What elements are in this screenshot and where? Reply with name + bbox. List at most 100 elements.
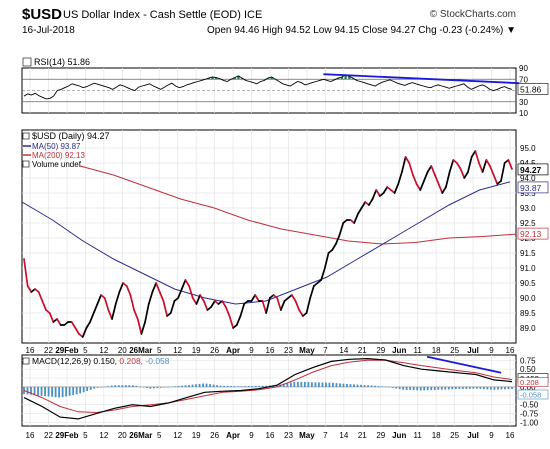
price-line-segment xyxy=(404,156,411,164)
macd-histogram-bar xyxy=(353,384,355,387)
rsi-tick-label: 10 xyxy=(519,109,528,118)
price-line-segment xyxy=(151,282,157,293)
macd-histogram-bar xyxy=(370,385,373,387)
price-line-segment xyxy=(507,159,513,170)
x-label: 16 xyxy=(266,346,275,355)
price-value-label: 92.13 xyxy=(520,229,542,239)
price-line-segment xyxy=(412,174,418,185)
price-line-segment xyxy=(382,186,389,194)
price-line-segment xyxy=(426,165,433,173)
x-label-bottom: 19 xyxy=(192,431,201,440)
macd-tick-label: -0.75 xyxy=(520,410,539,419)
macd-tick-label: 0.00 xyxy=(520,383,536,392)
price-line-segment xyxy=(180,279,187,290)
x-label: Jun xyxy=(392,346,406,355)
price-line-segment xyxy=(144,303,150,323)
macd-histogram-bar xyxy=(423,386,426,391)
macd-histogram-bar xyxy=(233,386,236,387)
x-label-bottom: 12 xyxy=(173,431,182,440)
macd-histogram-bar xyxy=(142,386,145,388)
price-line-segment xyxy=(415,183,422,191)
macd-tick-label: -1.00 xyxy=(520,418,539,427)
x-label-bottom: 18 xyxy=(432,431,441,440)
macd-histogram-bar xyxy=(335,383,338,387)
price-line-segment xyxy=(298,309,304,317)
macd-histogram-bar xyxy=(314,382,317,387)
price-panel xyxy=(21,129,517,344)
macd-histogram-bar xyxy=(328,382,331,387)
x-label-bottom: Jun xyxy=(392,431,406,440)
macd-histogram-bar xyxy=(237,386,240,387)
macd-histogram-bar xyxy=(507,386,510,390)
x-label-bottom: 26Mar xyxy=(129,431,152,440)
macd-histogram-bar xyxy=(58,386,61,398)
x-label: 26Mar xyxy=(129,346,152,355)
macd-value-box xyxy=(517,377,549,387)
price-line-segment xyxy=(500,162,506,182)
macd-toggle-box xyxy=(22,357,30,365)
macd-histogram-bar xyxy=(402,386,405,390)
rsi-toggle-box xyxy=(22,57,32,67)
price-line-segment xyxy=(202,300,209,311)
x-label-bottom: 25 xyxy=(450,431,459,440)
macd-histogram-bar xyxy=(300,381,303,387)
price-line-segment xyxy=(485,159,491,167)
macd-histogram-bar xyxy=(437,386,440,390)
macd-histogram-bar xyxy=(419,386,422,391)
price-tick-label: 91.0 xyxy=(520,264,536,273)
macd-histogram-bar xyxy=(117,385,120,387)
price-line-segment xyxy=(250,294,257,302)
macd-histogram-bar xyxy=(209,384,211,387)
macd-histogram-bar xyxy=(33,386,36,396)
price-line-segment xyxy=(118,282,124,293)
macd-histogram-bar xyxy=(131,385,134,387)
price-line-segment xyxy=(103,297,110,311)
macd-histogram-bar xyxy=(205,383,208,387)
price-line-segment xyxy=(188,285,194,299)
x-label-bottom: 16 xyxy=(266,431,275,440)
macd-histogram-bar xyxy=(296,381,299,387)
macd-histogram-bar xyxy=(26,386,29,395)
x-label: 5 xyxy=(83,346,88,355)
price-tick-label: 90.0 xyxy=(520,294,536,303)
price-line-segment xyxy=(368,198,374,206)
macd-histogram-bar xyxy=(258,385,261,387)
macd-histogram-bar xyxy=(360,384,362,387)
rsi-trendline xyxy=(323,73,520,85)
x-label-bottom: 29Feb xyxy=(55,431,78,440)
macd-histogram-bar xyxy=(191,384,194,387)
macd-histogram-bar xyxy=(426,386,429,391)
price-tick-label: 94.5 xyxy=(520,159,536,168)
price-line-segment xyxy=(470,150,477,158)
x-label-bottom: 16 xyxy=(506,431,515,440)
macd-histogram-bar xyxy=(244,386,247,387)
chart-date: 16-Jul-2018 xyxy=(22,25,75,36)
macd-histogram-bar xyxy=(282,383,285,387)
macd-histogram-bar xyxy=(230,386,233,387)
macd-histogram-bar xyxy=(483,386,485,390)
price-line-segment xyxy=(353,213,359,224)
price-line-segment xyxy=(305,297,312,314)
price-line-segment xyxy=(129,294,135,311)
price-line-segment xyxy=(338,222,345,236)
legend-swatch-volume xyxy=(22,160,30,168)
price-line-segment xyxy=(331,243,337,251)
price-line-segment xyxy=(133,309,139,320)
x-label: 14 xyxy=(339,346,348,355)
macd-histogram-bar xyxy=(37,386,39,396)
macd-histogram-bar xyxy=(163,386,166,388)
x-label-bottom: Apr xyxy=(226,431,240,440)
macd-title: MACD(12,26,9) 0.150, 0.208, -0.058 xyxy=(32,356,170,366)
price-line-segment xyxy=(70,321,77,329)
macd-histogram-bar xyxy=(135,385,138,387)
rsi-value-label: 51.86 xyxy=(520,84,542,94)
price-line-segment xyxy=(441,186,447,194)
rsi-value-box xyxy=(517,83,549,95)
macd-histogram-bar xyxy=(184,385,187,387)
macd-histogram-bar xyxy=(339,383,341,387)
price-line-segment xyxy=(481,159,488,173)
macd-histogram-bar xyxy=(325,382,327,387)
rsi-line xyxy=(23,74,513,100)
ma50-line xyxy=(21,181,511,305)
